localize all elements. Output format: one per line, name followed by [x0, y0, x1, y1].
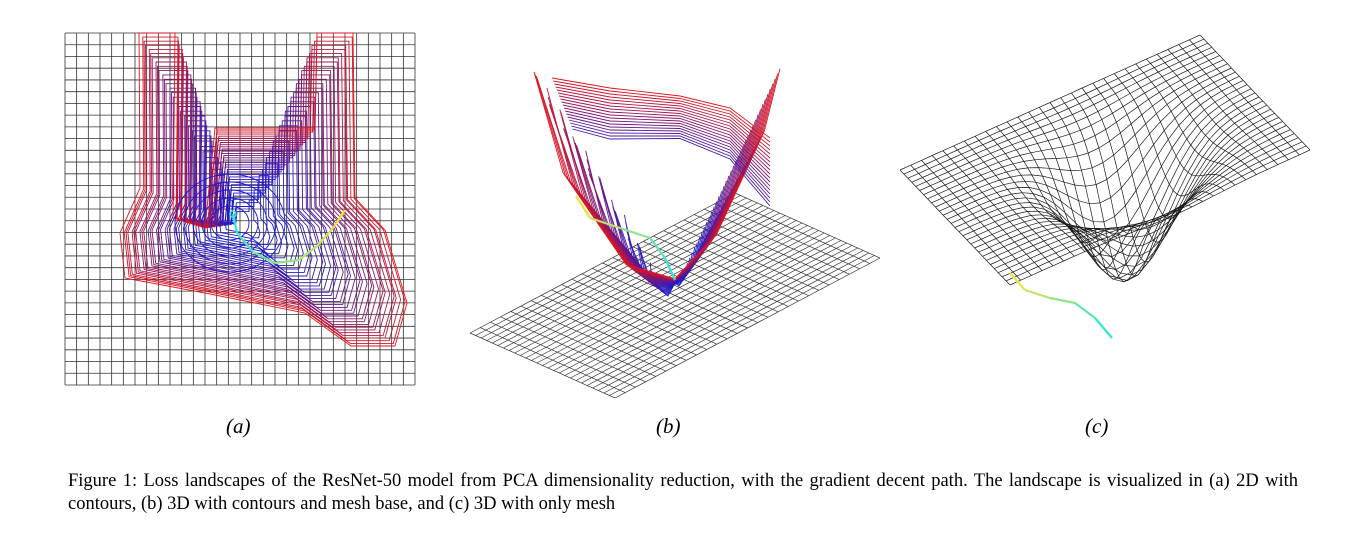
- mesh-base: [469, 192, 880, 398]
- subfigure-label-b: (b): [656, 414, 681, 438]
- mesh-surface: [899, 34, 1310, 286]
- gradient-descent-path: [229, 209, 346, 265]
- panel-c-3d-mesh: [890, 18, 1310, 398]
- gradient-descent-path: [1009, 272, 1113, 339]
- contour-lines: [119, 32, 408, 347]
- panel-b-plot: [469, 68, 880, 398]
- subfigure-label-a: (a): [226, 414, 251, 438]
- panel-c-plot: [899, 34, 1310, 339]
- subfigure-label-c: (c): [1085, 414, 1109, 438]
- panel-a-2d-contours: [55, 18, 430, 398]
- gradient-descent-path: [575, 195, 677, 281]
- contour-surface: [533, 68, 781, 297]
- panel-b-3d-contours-mesh: [460, 18, 880, 398]
- figure-caption: Figure 1: Loss landscapes of the ResNet-…: [68, 471, 1298, 514]
- panel-a-plot: [64, 32, 416, 386]
